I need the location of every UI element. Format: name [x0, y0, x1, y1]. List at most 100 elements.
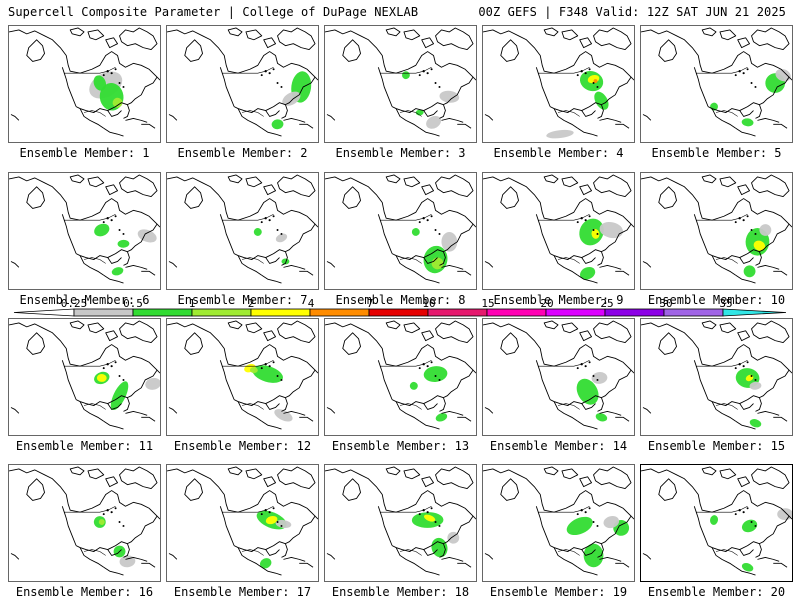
- ensemble-member-map-11: [8, 318, 161, 436]
- basemap-svg: [325, 466, 476, 576]
- colorbar-legend: 0.25 0.5 1 2 4 7 10 15 20 25 30 35: [13, 297, 787, 317]
- ensemble-member-label: Ensemble Member: 13: [331, 439, 470, 453]
- coastline-basemap: [483, 174, 634, 284]
- colorbar-tick-label: 0.5: [123, 297, 143, 310]
- coastline-basemap: [483, 320, 634, 430]
- coastline-basemap: [641, 466, 792, 576]
- ensemble-member-map-8: [324, 172, 477, 290]
- ensemble-member-label: Ensemble Member: 10: [647, 293, 786, 307]
- ensemble-member-label: Ensemble Member: 17: [173, 585, 312, 599]
- ensemble-member-label: Ensemble Member: 11: [15, 439, 154, 453]
- parameter-field: [576, 372, 608, 422]
- basemap-svg: [641, 27, 792, 137]
- coastline-basemap: [167, 27, 318, 137]
- parameter-field: [710, 508, 792, 572]
- parameter-field: [566, 515, 630, 568]
- ensemble-member-map-14: [482, 318, 635, 436]
- ensemble-member-map-4: [482, 25, 635, 143]
- ensemble-member-label: Ensemble Member: 3: [335, 146, 466, 160]
- colorbar-bin: [427, 308, 488, 317]
- ensemble-member-map-7: [166, 172, 319, 290]
- ensemble-member-label: Ensemble Member: 4: [493, 146, 624, 160]
- basemap-svg: [9, 320, 160, 430]
- parameter-field: [743, 224, 772, 278]
- coastline-basemap: [641, 27, 792, 137]
- coastline-basemap: [167, 466, 318, 576]
- parameter-field: [94, 223, 157, 276]
- ensemble-member-label: Ensemble Member: 8: [335, 293, 466, 307]
- coastline-basemap: [9, 466, 160, 576]
- coastline-basemap: [9, 320, 160, 430]
- ensemble-member-map-17: [166, 464, 319, 582]
- basemap-svg: [483, 174, 634, 284]
- basemap-svg: [9, 174, 160, 284]
- parameter-field: [710, 68, 791, 127]
- colorbar-high-arrow: [722, 308, 787, 317]
- colorbar-bin: [309, 308, 370, 317]
- ensemble-member-map-16: [8, 464, 161, 582]
- ensemble-member-label: Ensemble Member: 1: [19, 146, 150, 160]
- parameter-field: [253, 228, 290, 265]
- ensemble-member-label: Ensemble Member: 15: [647, 439, 786, 453]
- map-title: Supercell Composite Parameter | College …: [8, 5, 419, 19]
- ensemble-member-map-3: [324, 25, 477, 143]
- colorbar-tick-label: 10: [422, 297, 435, 310]
- ensemble-member-label: Ensemble Member: 19: [489, 585, 628, 599]
- ensemble-member-map-15: [640, 318, 793, 436]
- ensemble-member-label: Ensemble Member: 5: [651, 146, 782, 160]
- basemap-svg: [641, 174, 792, 284]
- coastline-basemap: [325, 320, 476, 430]
- parameter-field: [271, 71, 312, 130]
- colorbar-tick-label: 4: [308, 297, 315, 310]
- colorbar-tick-label: 1: [189, 297, 196, 310]
- ensemble-member-map-13: [324, 318, 477, 436]
- colorbar-bin: [368, 308, 429, 317]
- colorbar-bin: [132, 308, 193, 317]
- ensemble-member-map-20: [640, 464, 793, 582]
- coastline-basemap: [9, 174, 160, 284]
- ensemble-member-label: Ensemble Member: 12: [173, 439, 312, 453]
- ensemble-member-map-10: [640, 172, 793, 290]
- ensemble-member-label: Ensemble Member: 20: [647, 585, 786, 599]
- parameter-field: [89, 71, 124, 111]
- ensemble-member-map-5: [640, 25, 793, 143]
- colorbar-tick-label: 2: [248, 297, 255, 310]
- ensemble-member-map-1: [8, 25, 161, 143]
- colorbar-tick-label: 0.25: [61, 297, 88, 310]
- coastline-basemap: [641, 174, 792, 284]
- basemap-svg: [9, 466, 160, 576]
- ensemble-member-map-6: [8, 172, 161, 290]
- ensemble-member-label: Ensemble Member: 16: [15, 585, 154, 599]
- colorbar-tick-label: 35: [719, 297, 732, 310]
- colorbar-tick-label: 25: [600, 297, 613, 310]
- basemap-svg: [641, 466, 792, 576]
- basemap-svg: [483, 27, 634, 139]
- basemap-svg: [167, 466, 318, 576]
- parameter-field: [409, 366, 448, 422]
- colorbar-tick-label: 7: [367, 297, 374, 310]
- coastline-basemap: [325, 174, 476, 284]
- colorbar-low-arrow: [13, 308, 75, 317]
- ensemble-member-map-2: [166, 25, 319, 143]
- colorbar-tick-label: 15: [481, 297, 494, 310]
- parameter-field: [93, 516, 136, 568]
- colorbar-bin: [191, 308, 252, 317]
- ensemble-member-label: Ensemble Member: 7: [177, 293, 308, 307]
- ensemble-member-label: Ensemble Member: 6: [19, 293, 150, 307]
- basemap-svg: [167, 27, 318, 137]
- ensemble-member-label: Ensemble Member: 14: [489, 439, 628, 453]
- basemap-svg: [483, 466, 634, 576]
- basemap-svg: [9, 27, 160, 137]
- colorbar-bin: [73, 308, 134, 317]
- colorbar-bin: [663, 308, 724, 317]
- colorbar-bin: [604, 308, 665, 317]
- parameter-field: [256, 510, 292, 569]
- basemap-svg: [167, 320, 318, 430]
- coastline-basemap: [641, 320, 792, 430]
- ensemble-member-map-18: [324, 464, 477, 582]
- parameter-field: [579, 218, 624, 280]
- coastline-basemap: [483, 27, 634, 137]
- basemap-svg: [167, 174, 318, 284]
- ensemble-member-map-19: [482, 464, 635, 582]
- ensemble-member-map-9: [482, 172, 635, 290]
